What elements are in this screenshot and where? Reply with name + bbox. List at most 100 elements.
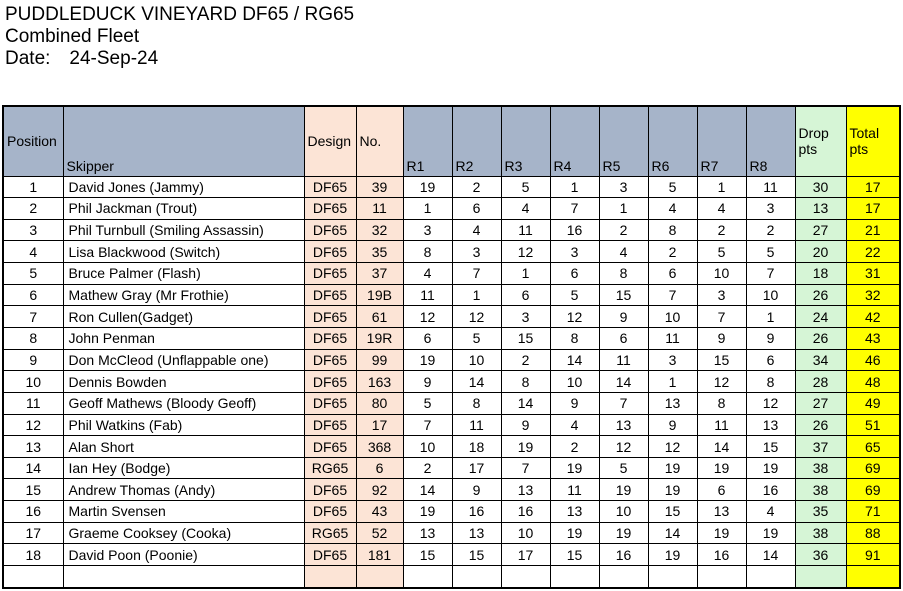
cell-r7 <box>696 565 747 589</box>
col-header-r5: R5 <box>598 105 649 177</box>
cell-r4: 19 <box>549 521 600 545</box>
cell-r3: 5 <box>500 175 551 199</box>
cell-r6: 19 <box>647 478 698 502</box>
cell-total-pts: 51 <box>845 413 901 437</box>
cell-r7: 8 <box>696 391 747 415</box>
cell-position: 11 <box>2 391 64 415</box>
cell-sail-no: 92 <box>355 478 404 502</box>
cell-r1: 19 <box>402 175 453 199</box>
cell-r1: 19 <box>402 348 453 372</box>
cell-r3: 14 <box>500 391 551 415</box>
cell-r8: 19 <box>745 456 796 480</box>
cell-r5: 4 <box>598 240 649 264</box>
cell-total-pts: 69 <box>845 456 901 480</box>
cell-r5: 9 <box>598 305 649 328</box>
cell-r1: 12 <box>402 305 453 328</box>
cell-r7: 12 <box>696 370 747 393</box>
cell-design <box>303 565 357 589</box>
cell-r6: 8 <box>647 218 698 242</box>
cell-r1: 13 <box>402 521 453 545</box>
cell-design: DF65 <box>303 240 357 264</box>
cell-skipper: Alan Short <box>62 435 305 458</box>
cell-sail-no: 80 <box>355 391 404 415</box>
cell-r2: 10 <box>451 348 502 372</box>
cell-r6: 13 <box>647 391 698 415</box>
cell-r2: 1 <box>451 283 502 307</box>
cell-r8: 10 <box>745 283 796 307</box>
cell-r8: 4 <box>745 500 796 523</box>
cell-total-pts: 17 <box>845 197 901 220</box>
cell-drop-pts: 18 <box>794 262 847 285</box>
cell-design: DF65 <box>303 283 357 307</box>
cell-r7: 11 <box>696 413 747 437</box>
cell-r6: 3 <box>647 348 698 372</box>
table-row: 14 Ian Hey (Bodge) RG65 6 2 17 7 19 5 19 19 19 38 69 <box>2 456 901 480</box>
cell-position: 10 <box>2 370 64 393</box>
cell-position: 13 <box>2 435 64 458</box>
col-header-r7: R7 <box>696 105 747 177</box>
cell-r1: 7 <box>402 413 453 437</box>
cell-skipper: Ian Hey (Bodge) <box>62 456 305 480</box>
date-label: Date: <box>5 48 51 69</box>
cell-r5: 11 <box>598 348 649 372</box>
cell-r7: 14 <box>696 435 747 458</box>
cell-r8: 12 <box>745 391 796 415</box>
cell-skipper: Mathew Gray (Mr Frothie) <box>62 283 305 307</box>
table-row: 3 Phil Turnbull (Smiling Assassin) DF65 32 3… <box>2 218 901 242</box>
cell-r4: 8 <box>549 326 600 350</box>
cell-skipper: Martin Svensen <box>62 500 305 523</box>
cell-r3: 2 <box>500 348 551 372</box>
cell-skipper: Geoff Mathews (Bloody Geoff) <box>62 391 305 415</box>
cell-design: RG65 <box>303 521 357 545</box>
cell-r4: 19 <box>549 456 600 480</box>
cell-r1: 14 <box>402 478 453 502</box>
cell-r3: 1 <box>500 262 551 285</box>
cell-r8: 9 <box>745 326 796 350</box>
cell-sail-no: 19R <box>355 326 404 350</box>
cell-r1: 15 <box>402 543 453 567</box>
cell-r3: 13 <box>500 478 551 502</box>
cell-r3: 9 <box>500 413 551 437</box>
cell-skipper: Phil Watkins (Fab) <box>62 413 305 437</box>
cell-r7: 3 <box>696 283 747 307</box>
cell-position: 12 <box>2 413 64 437</box>
cell-total-pts: 48 <box>845 370 901 393</box>
cell-r8: 16 <box>745 478 796 502</box>
cell-r4 <box>549 565 600 589</box>
cell-r8: 3 <box>745 197 796 220</box>
cell-sail-no: 99 <box>355 348 404 372</box>
cell-r1: 5 <box>402 391 453 415</box>
cell-r5: 7 <box>598 391 649 415</box>
cell-r6: 6 <box>647 262 698 285</box>
cell-r2: 7 <box>451 262 502 285</box>
cell-r8: 14 <box>745 543 796 567</box>
cell-r2: 13 <box>451 521 502 545</box>
cell-position: 5 <box>2 262 64 285</box>
cell-total-pts: 49 <box>845 391 901 415</box>
col-header-r6: R6 <box>647 105 698 177</box>
cell-r5 <box>598 565 649 589</box>
cell-r6: 19 <box>647 543 698 567</box>
cell-r2: 12 <box>451 305 502 328</box>
cell-r4: 12 <box>549 305 600 328</box>
cell-position: 17 <box>2 521 64 545</box>
table-row: 2 Phil Jackman (Trout) DF65 11 1 6 4 7 1 4 4 3 13 17 <box>2 197 901 220</box>
cell-design: DF65 <box>303 305 357 328</box>
page-title: PUDDLEDUCK VINEYARD DF65 / RG65 <box>5 4 355 25</box>
cell-total-pts: 91 <box>845 543 901 567</box>
cell-r2: 15 <box>451 543 502 567</box>
cell-r2: 9 <box>451 478 502 502</box>
cell-r6: 12 <box>647 435 698 458</box>
cell-skipper: Don McCleod (Unflappable one) <box>62 348 305 372</box>
cell-r8: 15 <box>745 435 796 458</box>
cell-skipper: Lisa Blackwood (Switch) <box>62 240 305 264</box>
cell-r2: 17 <box>451 456 502 480</box>
cell-skipper: Ron Cullen(Gadget) <box>62 305 305 328</box>
col-header-r1: R1 <box>402 105 453 177</box>
cell-position: 9 <box>2 348 64 372</box>
cell-r6: 7 <box>647 283 698 307</box>
table-row: 1 David Jones (Jammy) DF65 39 19 2 5 1 3 5 1 11 30 17 <box>2 175 901 199</box>
cell-r7: 16 <box>696 543 747 567</box>
cell-r5: 3 <box>598 175 649 199</box>
